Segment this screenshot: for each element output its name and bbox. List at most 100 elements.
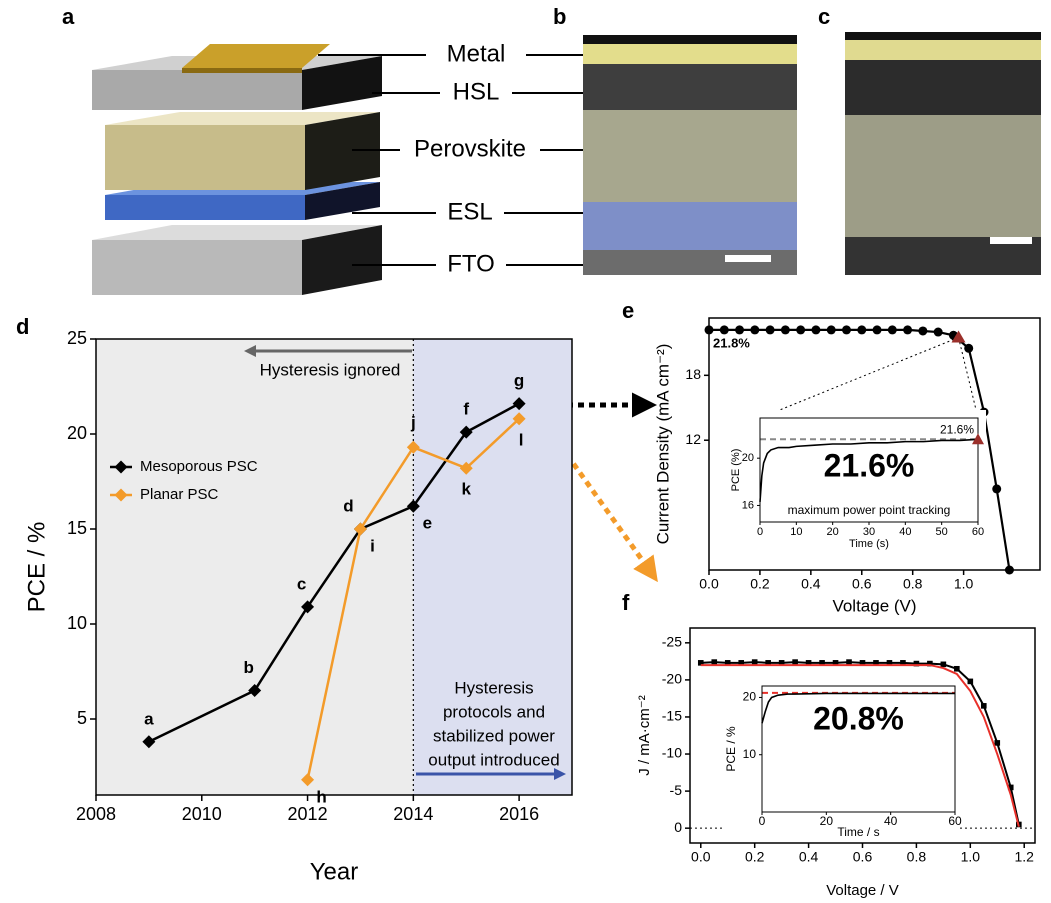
- x-tick-label: 50: [936, 526, 948, 538]
- y-axis-label: PCE / %: [23, 522, 50, 613]
- x-tick-label: 20: [827, 526, 839, 538]
- point-label: k: [461, 480, 471, 499]
- y-tick-label: 0: [674, 819, 682, 835]
- x-axis-label: Time / s: [837, 825, 879, 839]
- legend-label: Mesoporous PSC: [140, 458, 258, 475]
- y-tick-label: 16: [742, 499, 754, 511]
- panel-label: d: [16, 314, 29, 339]
- point: [752, 659, 758, 665]
- x-tick-label: 2016: [499, 804, 539, 824]
- point-label: a: [144, 709, 154, 728]
- y-tick-label: 18: [685, 366, 701, 382]
- layer-label: ESL: [447, 198, 492, 225]
- x-tick-label: 0.8: [907, 849, 927, 865]
- x-tick-label: 1.0: [954, 576, 974, 592]
- point: [888, 325, 897, 334]
- point: [857, 325, 866, 334]
- x-tick-label: 0.2: [745, 849, 765, 865]
- point: [934, 328, 943, 337]
- point: [992, 484, 1001, 493]
- layer-label: HSL: [453, 78, 500, 105]
- x-tick-label: 2008: [76, 804, 116, 824]
- x-tick-label: 60: [972, 526, 984, 538]
- panel-label: b: [553, 4, 566, 29]
- value-annotation: 21.8%: [713, 335, 750, 350]
- point: [720, 325, 729, 334]
- legend-label: Planar PSC: [140, 486, 219, 503]
- y-axis-label: PCE (%): [730, 449, 742, 492]
- reference-label: 21.6%: [940, 422, 974, 436]
- y-tick-label: 5: [77, 708, 87, 728]
- point: [766, 325, 775, 334]
- x-tick-label: 0: [757, 526, 763, 538]
- annotation: protocols and: [443, 702, 545, 721]
- y-tick-label: 20: [742, 452, 754, 464]
- panel-label: e: [622, 298, 634, 323]
- sem-image-c: [845, 32, 1041, 275]
- x-axis-label: Voltage / V: [826, 882, 899, 899]
- x-axis-label: Year: [310, 858, 359, 885]
- sem-image-b: [583, 35, 797, 275]
- x-axis-label: Voltage (V): [832, 596, 916, 615]
- point: [981, 703, 987, 709]
- y-tick-label: -25: [662, 634, 682, 650]
- x-tick-label: 2012: [288, 804, 328, 824]
- highlight-value: 20.8%: [813, 701, 904, 737]
- point-label: l: [519, 430, 524, 449]
- x-tick-label: 2010: [182, 804, 222, 824]
- y-tick-label: -10: [662, 745, 682, 761]
- point: [811, 325, 820, 334]
- point: [968, 679, 974, 685]
- point: [781, 325, 790, 334]
- x-tick-label: 0.6: [852, 576, 872, 592]
- x-tick-label: 40: [884, 814, 898, 828]
- annotation: Hysteresis: [454, 678, 533, 697]
- point: [918, 326, 927, 335]
- y-tick-label: 25: [67, 328, 87, 348]
- x-tick-label: 20: [820, 814, 834, 828]
- x-tick-label: 10: [790, 526, 802, 538]
- point: [903, 325, 912, 334]
- point: [842, 325, 851, 334]
- point: [941, 662, 947, 668]
- layer-label: Metal: [447, 40, 506, 67]
- point-label: e: [423, 514, 432, 533]
- point-label: h: [316, 787, 326, 806]
- y-tick-label: 10: [743, 747, 757, 761]
- figure: Metal HSL Perovskite ESL FTO a b c d e f…: [0, 0, 1051, 903]
- x-tick-label: 1.0: [961, 849, 981, 865]
- point-label: j: [410, 413, 416, 432]
- x-axis-label: Time (s): [849, 538, 889, 550]
- y-tick-label: 20: [67, 423, 87, 443]
- point: [827, 325, 836, 334]
- y-tick-label: 20: [743, 690, 757, 704]
- x-tick-label: 0.4: [801, 576, 821, 592]
- layer-stack-diagram: [92, 44, 382, 295]
- zoom-line: [760, 337, 959, 418]
- x-tick-label: 60: [948, 814, 962, 828]
- y-tick-label: -20: [662, 671, 682, 687]
- point: [873, 325, 882, 334]
- y-axis-label: Current Density (mA cm⁻²): [653, 344, 672, 545]
- layer-label: Perovskite: [414, 135, 526, 162]
- panel-label: c: [818, 4, 830, 29]
- point: [750, 325, 759, 334]
- y-tick-label: 15: [67, 518, 87, 538]
- x-tick-label: 0.4: [799, 849, 819, 865]
- x-tick-label: 0.2: [750, 576, 770, 592]
- point-label: i: [370, 536, 375, 555]
- x-tick-label: 0.8: [903, 576, 923, 592]
- x-tick-label: 40: [899, 526, 911, 538]
- point: [846, 659, 852, 665]
- point: [954, 666, 960, 672]
- y-tick-label: -5: [670, 782, 683, 798]
- point: [711, 659, 717, 665]
- y-axis-label: J / mA·cm⁻²: [636, 695, 653, 775]
- point: [994, 740, 1000, 746]
- point: [964, 344, 973, 353]
- point-label: b: [243, 658, 253, 677]
- y-axis-label: PCE / %: [724, 726, 738, 772]
- point: [792, 659, 798, 665]
- x-tick-label: 0.6: [853, 849, 873, 865]
- y-tick-label: 12: [685, 431, 701, 447]
